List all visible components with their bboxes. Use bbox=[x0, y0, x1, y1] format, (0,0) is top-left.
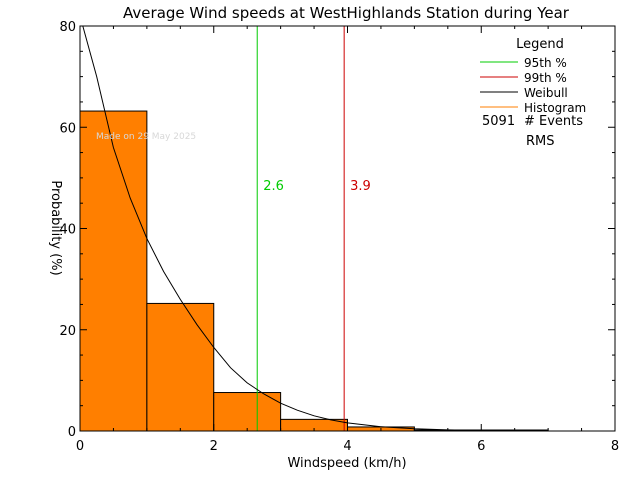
legend-entry-label: Histogram bbox=[524, 101, 586, 115]
histogram-bars bbox=[79, 110, 549, 432]
x-tick-label: 8 bbox=[611, 439, 619, 454]
legend-events-label: # Events bbox=[524, 114, 583, 129]
percentile-label: 2.6 bbox=[263, 179, 284, 194]
histogram-bar bbox=[213, 392, 282, 432]
y-tick-label: 40 bbox=[59, 223, 76, 238]
y-tick-label: 20 bbox=[59, 324, 76, 339]
legend-title: Legend bbox=[516, 37, 564, 52]
watermark: Made on 29 May 2025 bbox=[96, 132, 196, 142]
x-tick-label: 4 bbox=[343, 439, 351, 454]
legend-rms-label: RMS bbox=[526, 134, 555, 149]
legend-events-count: 5091 bbox=[482, 114, 515, 129]
chart-title: Average Wind speeds at WestHighlands Sta… bbox=[123, 4, 570, 22]
x-axis-label: Windspeed (km/h) bbox=[287, 456, 406, 471]
percentile-label: 3.9 bbox=[350, 179, 371, 194]
legend-entry-label: 95th % bbox=[524, 56, 567, 70]
percentile-lines: 2.6 3.9 bbox=[256, 26, 371, 431]
x-tick-label: 6 bbox=[477, 439, 485, 454]
weibull-curve bbox=[82, 25, 482, 431]
histogram-bar bbox=[146, 302, 215, 432]
y-tick-label: 80 bbox=[59, 20, 76, 35]
x-tick-label: 2 bbox=[210, 439, 218, 454]
legend-entry-label: 99th % bbox=[524, 71, 567, 85]
y-tick-label: 0 bbox=[68, 425, 76, 440]
y-axis-label: Probability (%) bbox=[48, 180, 63, 275]
x-tick-label: 0 bbox=[76, 439, 84, 454]
legend-entry-label: Weibull bbox=[524, 86, 568, 100]
y-tick-label: 60 bbox=[59, 121, 76, 136]
y-axis-ticks: 0 20 40 60 80 bbox=[59, 20, 615, 440]
histogram-bar bbox=[79, 110, 148, 432]
x-axis-ticks: 0 2 4 6 8 bbox=[76, 26, 619, 454]
